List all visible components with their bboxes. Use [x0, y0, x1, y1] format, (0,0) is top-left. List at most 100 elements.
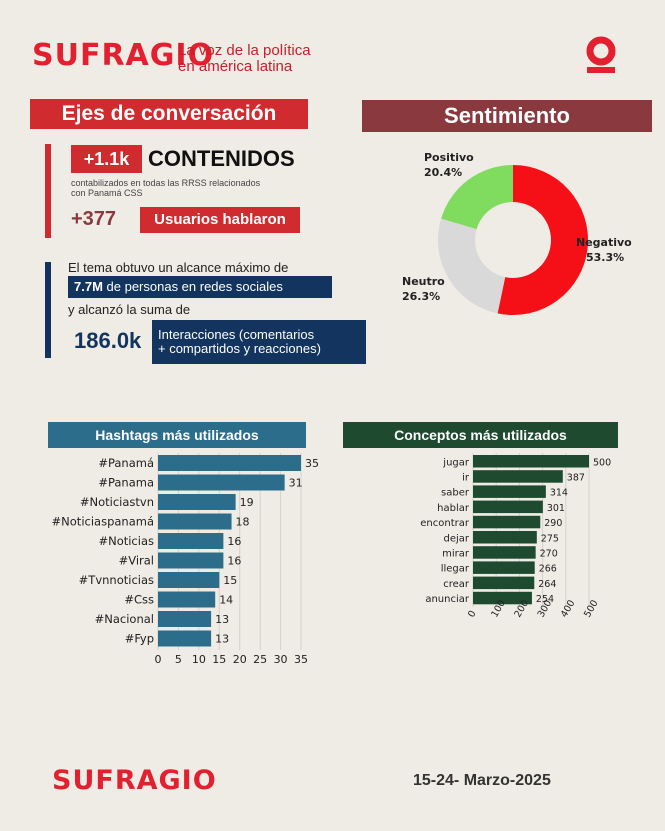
x-tick-label: 400 [559, 598, 578, 619]
x-tick-label: 0 [466, 609, 479, 620]
slice-value-neutro: 26.3% [402, 290, 440, 303]
interacciones-label: Interacciones (comentarios + compartidos… [152, 320, 366, 364]
tagline-line2: en américa latina [178, 58, 293, 75]
data-label: 35 [305, 457, 319, 470]
bar [473, 470, 563, 483]
data-label: 254 [536, 594, 554, 605]
x-tick-label: 25 [253, 653, 267, 666]
category-label: #Viral [119, 554, 154, 568]
bar [473, 515, 541, 529]
x-tick-label: 35 [294, 653, 308, 666]
data-label: 387 [567, 472, 585, 483]
data-label: 314 [550, 488, 568, 499]
slice-label-positivo: Positivo [424, 151, 474, 164]
contenidos-note-line1: contabilizados en todas las RRSS relacio… [71, 178, 261, 188]
x-tick-label: 30 [274, 653, 288, 666]
slice-value-negativo: 53.3% [586, 251, 624, 264]
category-label: mirar [442, 548, 470, 559]
bar [473, 591, 532, 605]
interacciones-line1: Interacciones (comentarios [158, 327, 315, 342]
alcance-rest: de personas en redes sociales [102, 279, 283, 294]
x-tick-label: 20 [233, 653, 247, 666]
bar [158, 591, 216, 608]
tagline: La voz de la política en américa latina [178, 43, 311, 75]
data-label: 16 [227, 535, 241, 548]
ejes-accent-bar-1 [45, 144, 51, 238]
category-label: jugar [442, 457, 470, 468]
data-label: 31 [289, 477, 303, 490]
bar [473, 455, 589, 468]
category-label: #Noticias [98, 534, 154, 548]
footer-date: 15-24- Marzo-2025 [413, 772, 551, 789]
category-label: #Noticiaspanamá [52, 515, 154, 529]
bar [473, 500, 543, 514]
sentiment-donut-chart: Negativo 53.3% Neutro 26.3% Positivo 20.4% [402, 151, 632, 316]
category-label: saber [441, 488, 470, 499]
x-tick-label: 10 [192, 653, 206, 666]
data-label: 15 [223, 574, 237, 587]
category-label: #Panama [98, 476, 154, 490]
conceptos-bar-chart: jugar 500 ir 387 saber 314 hablar 301 encontrar 2… [420, 453, 611, 620]
data-label: 14 [219, 594, 233, 607]
slice-value-positivo: 20.4% [424, 166, 462, 179]
data-label: 18 [236, 516, 250, 529]
category-label: #Nacional [95, 612, 154, 626]
contenidos-value: +1.1k [71, 145, 142, 173]
brand-mark-icon [585, 36, 617, 76]
footer-logo: SUFRAGIO [52, 765, 217, 796]
category-label: anunciar [425, 594, 470, 605]
data-label: 13 [215, 633, 229, 646]
category-label: llegar [441, 564, 470, 575]
tagline-line1: La voz de la política [178, 42, 311, 59]
x-tick-label: 0 [155, 653, 162, 666]
data-label: 290 [544, 518, 562, 529]
category-label: #Panamá [98, 456, 154, 470]
slice-neutro [438, 218, 506, 314]
slice-positivo [441, 165, 513, 230]
bar [158, 474, 285, 491]
interacciones-line2: + compartidos y reacciones) [158, 341, 321, 356]
ejes-title: Ejes de conversación [30, 99, 308, 129]
bar [158, 494, 236, 510]
x-tick-label: 500 [582, 598, 601, 619]
slice-label-neutro: Neutro [402, 275, 445, 288]
x-tick-label: 15 [212, 653, 226, 666]
category-label: encontrar [420, 518, 470, 529]
category-label: #Tvnnoticias [79, 573, 154, 587]
ejes-accent-bar-2 [45, 262, 51, 358]
contenidos-label: CONTENIDOS [148, 146, 295, 171]
usuarios-value: +377 [71, 208, 117, 230]
bar [158, 455, 301, 471]
category-label: #Noticiastvn [80, 495, 154, 509]
bar [158, 572, 220, 588]
alcance-line3: y alcanzó la suma de [68, 302, 191, 317]
data-label: 19 [240, 496, 254, 509]
category-label: hablar [437, 503, 470, 514]
bar [158, 611, 212, 627]
hashtags-title: Hashtags más utilizados [48, 422, 306, 448]
data-label: 301 [547, 503, 565, 514]
category-label: #Css [124, 593, 154, 607]
sentimiento-title: Sentimiento [362, 100, 652, 132]
data-label: 275 [541, 533, 559, 544]
contenidos-note-line2: con Panamá CSS [71, 188, 143, 198]
hashtags-bar-chart: #Panamá 35 #Panama 31 #Noticiastvn 19 #Noticia… [52, 453, 319, 666]
x-tick-label: 5 [175, 653, 182, 666]
interacciones-value: 186.0k [74, 328, 142, 353]
category-label: ir [462, 472, 470, 483]
bar [473, 531, 537, 544]
contenidos-note: contabilizados en todas las RRSS relacio… [71, 178, 260, 198]
data-label: 270 [540, 548, 558, 559]
slice-label-negativo: Negativo [576, 236, 632, 249]
bar [473, 546, 536, 559]
alcance-highlight: 7.7M de personas en redes sociales [68, 276, 332, 298]
slice-negativo [497, 165, 589, 316]
data-label: 16 [227, 555, 241, 568]
category-label: crear [443, 579, 470, 590]
bar [473, 561, 535, 574]
category-label: #Fyp [125, 632, 154, 646]
usuarios-label: Usuarios hablaron [140, 207, 300, 233]
bar [158, 533, 224, 549]
data-label: 13 [215, 613, 229, 626]
bar [473, 485, 546, 498]
